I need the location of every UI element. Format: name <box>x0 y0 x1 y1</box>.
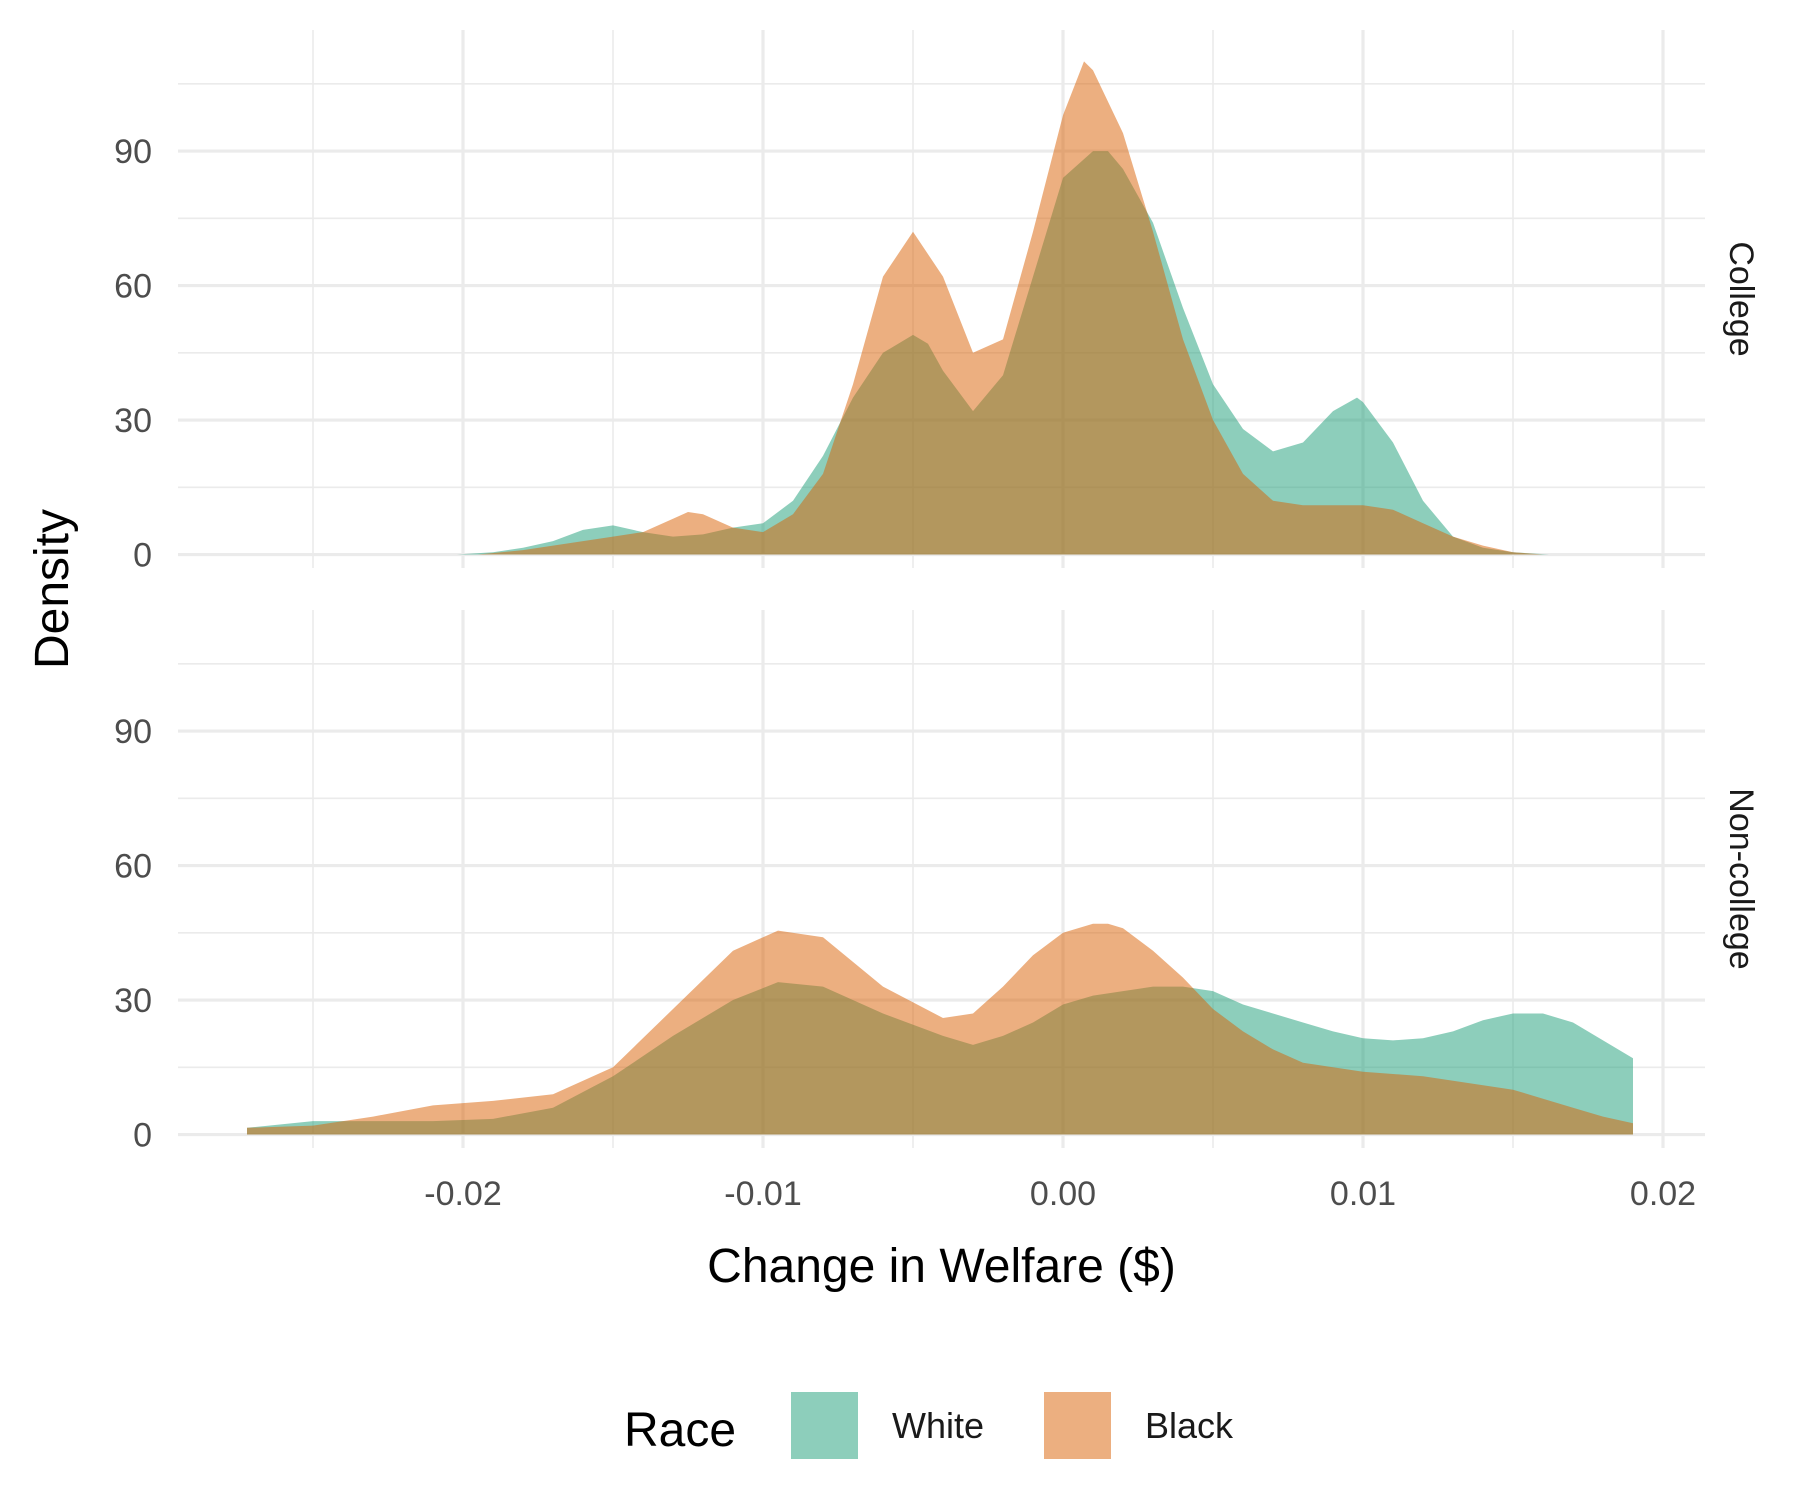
facet-strip-label: College <box>1722 241 1760 356</box>
y-tick-label: 0 <box>133 1117 152 1155</box>
density-area-black-college <box>478 61 1543 555</box>
legend-title: Race <box>624 1404 736 1457</box>
y-tick-label: 30 <box>114 402 152 440</box>
density-areas <box>247 61 1633 1135</box>
x-tick-label: -0.02 <box>424 1175 502 1213</box>
legend: Race White Black <box>624 1392 1234 1459</box>
axis-labels: 0 30 60 90 College 0 30 60 90 Non-college -0.02 -0.… <box>26 133 1760 1293</box>
density-area-black-non-college <box>247 923 1633 1135</box>
x-tick-label: 0.02 <box>1630 1175 1696 1213</box>
y-tick-label: 60 <box>114 268 152 306</box>
legend-label-white: White <box>892 1405 984 1446</box>
y-axis-title: Density <box>26 509 79 669</box>
panel-gridlines <box>178 30 1705 1148</box>
legend-key-white <box>791 1392 858 1459</box>
legend-label-black: Black <box>1145 1405 1234 1446</box>
density-area-white-college <box>457 151 1549 555</box>
y-tick-label: 90 <box>114 713 152 751</box>
legend-key-black <box>1044 1392 1111 1459</box>
x-axis-title: Change in Welfare ($) <box>707 1240 1176 1293</box>
x-tick-label: 0.01 <box>1330 1175 1396 1213</box>
y-tick-label: 60 <box>114 848 152 886</box>
facet-strip-label: Non-college <box>1722 788 1760 969</box>
y-tick-label: 90 <box>114 133 152 171</box>
y-tick-label: 30 <box>114 982 152 1020</box>
x-tick-label: -0.01 <box>724 1175 802 1213</box>
y-tick-label: 0 <box>133 537 152 575</box>
x-tick-label: 0.00 <box>1030 1175 1096 1213</box>
